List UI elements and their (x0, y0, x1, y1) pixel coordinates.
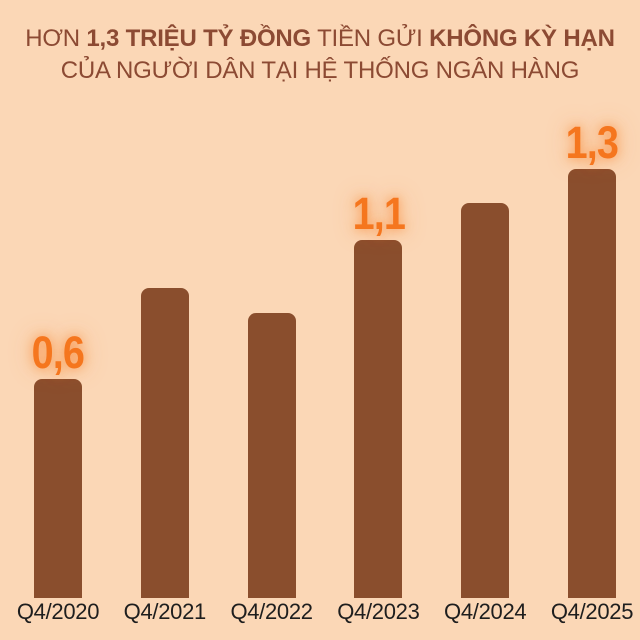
title-segment-bold: KHÔNG KỲ HẠN (429, 25, 615, 52)
bar (247, 313, 296, 598)
x-tick-label: Q4/2025 (550, 599, 634, 624)
chart-column: 0,6 Q4/2020 (12, 100, 104, 625)
chart-title: HƠN 1,3 TRIỆU TỶ ĐỒNG TIỀN GỬI KHÔNG KỲ … (0, 23, 640, 87)
title-segment-bold: 1,3 TRIỆU TỶ ĐỒNG (86, 25, 312, 52)
data-value-label: 1,1 (352, 188, 405, 239)
chart-title-line1: HƠN 1,3 TRIỆU TỶ ĐỒNG TIỀN GỬI KHÔNG KỲ … (0, 23, 640, 55)
chart-column: Q4/2024 (439, 100, 531, 625)
x-tick-label: Q4/2024 (444, 599, 527, 624)
title-segment: TIỀN GỬI (311, 25, 430, 52)
bar (140, 288, 189, 598)
x-tick-label: Q4/2022 (230, 599, 313, 624)
data-value-label: 0,6 (31, 327, 85, 378)
chart-column: 1,3 Q4/2025 (546, 100, 638, 625)
chart-title-line2: CỦA NGƯỜI DÂN TẠI HỆ THỐNG NGÂN HÀNG (60, 57, 580, 84)
bar (354, 240, 403, 598)
bar (34, 379, 82, 598)
data-value-label: 1,3 (565, 117, 619, 168)
title-segment: HƠN (25, 25, 87, 52)
x-tick-label: Q4/2020 (16, 599, 100, 624)
chart-column: Q4/2022 (226, 100, 318, 625)
bar (461, 203, 510, 598)
chart-column: Q4/2021 (119, 100, 211, 625)
chart-column: 1,1 Q4/2023 (332, 100, 424, 625)
x-tick-label: Q4/2023 (337, 599, 420, 624)
bar-chart: 0,6 Q4/2020 Q4/2021 Q4/2022 1,1 Q4/2023 Q4/202… (12, 100, 638, 625)
x-tick-label: Q4/2021 (123, 599, 207, 624)
bar (567, 169, 616, 598)
